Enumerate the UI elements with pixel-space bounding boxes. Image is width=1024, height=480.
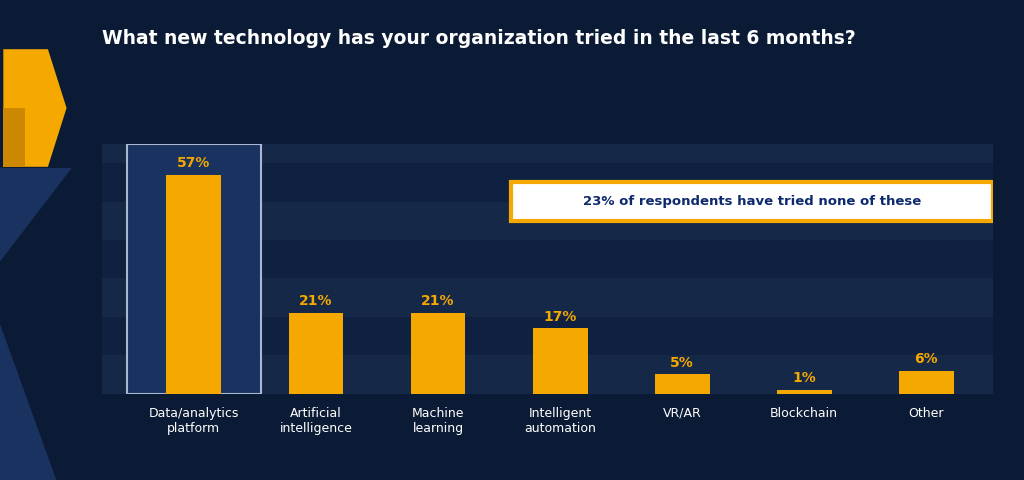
Text: 5%: 5% <box>670 356 694 370</box>
Polygon shape <box>0 324 56 480</box>
Text: 21%: 21% <box>299 294 333 308</box>
Text: 23% of respondents have tried none of these: 23% of respondents have tried none of th… <box>583 195 922 208</box>
Bar <box>532 328 588 394</box>
Bar <box>289 313 343 394</box>
Text: 17%: 17% <box>544 310 577 324</box>
Polygon shape <box>3 108 26 167</box>
Bar <box>102 355 993 394</box>
Bar <box>654 374 710 394</box>
Text: 21%: 21% <box>421 294 455 308</box>
FancyBboxPatch shape <box>511 182 993 221</box>
Bar <box>102 202 993 240</box>
Text: What new technology has your organization tried in the last 6 months?: What new technology has your organizatio… <box>102 29 856 48</box>
Bar <box>102 163 993 202</box>
Polygon shape <box>0 168 72 262</box>
Text: 57%: 57% <box>177 156 211 170</box>
Bar <box>899 371 953 394</box>
Text: 1%: 1% <box>793 371 816 385</box>
FancyBboxPatch shape <box>127 144 261 394</box>
Bar <box>167 175 221 394</box>
Bar <box>776 390 831 394</box>
Bar <box>102 317 993 355</box>
Bar <box>102 125 993 163</box>
Text: 6%: 6% <box>914 352 938 366</box>
Polygon shape <box>3 49 67 167</box>
Bar <box>411 313 466 394</box>
Bar <box>102 278 993 317</box>
Bar <box>102 240 993 278</box>
